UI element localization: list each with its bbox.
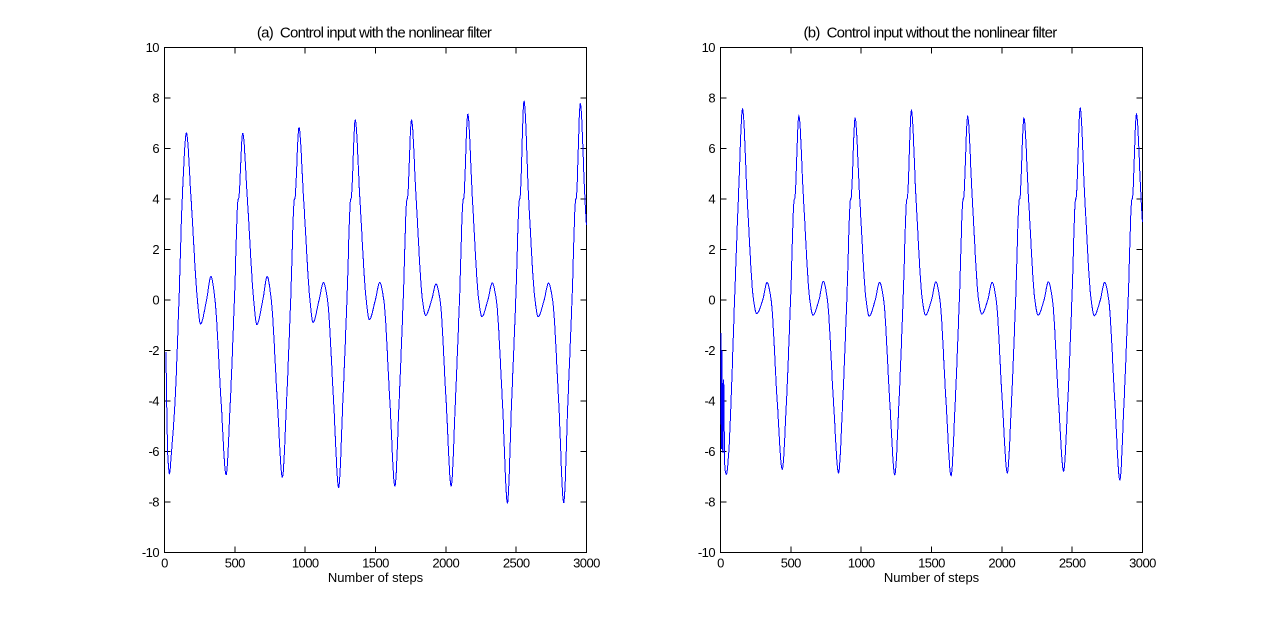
svg-text:500: 500 — [225, 556, 245, 571]
svg-text:2500: 2500 — [503, 556, 530, 571]
svg-text:-8: -8 — [705, 494, 716, 509]
svg-text:8: 8 — [152, 90, 159, 105]
svg-text:0: 0 — [717, 556, 724, 571]
svg-text:2500: 2500 — [1059, 556, 1086, 571]
svg-text:2: 2 — [708, 242, 715, 257]
svg-text:-4: -4 — [705, 393, 716, 408]
svg-text:(a) Control input with the no: (a) Control input with the nonlinear fil… — [257, 24, 492, 41]
svg-text:500: 500 — [781, 556, 801, 571]
svg-text:2000: 2000 — [988, 556, 1015, 571]
svg-text:10: 10 — [146, 40, 160, 55]
svg-text:8: 8 — [708, 90, 715, 105]
svg-text:2: 2 — [152, 242, 159, 257]
svg-text:-10: -10 — [142, 545, 159, 560]
svg-text:0: 0 — [152, 292, 159, 307]
svg-text:1500: 1500 — [918, 556, 945, 571]
svg-text:0: 0 — [161, 556, 168, 571]
svg-text:3000: 3000 — [1129, 556, 1156, 571]
svg-text:10: 10 — [702, 40, 716, 55]
svg-text:-2: -2 — [705, 343, 716, 358]
svg-text:4: 4 — [708, 191, 715, 206]
svg-text:Number of steps: Number of steps — [328, 570, 424, 585]
svg-text:6: 6 — [708, 141, 715, 156]
svg-text:1500: 1500 — [362, 556, 389, 571]
svg-text:3000: 3000 — [573, 556, 600, 571]
svg-text:2000: 2000 — [432, 556, 459, 571]
svg-text:-4: -4 — [149, 393, 160, 408]
svg-text:1000: 1000 — [292, 556, 319, 571]
svg-text:0: 0 — [708, 292, 715, 307]
svg-text:-6: -6 — [149, 444, 160, 459]
svg-text:-8: -8 — [149, 494, 160, 509]
svg-text:6: 6 — [152, 141, 159, 156]
svg-text:Number of steps: Number of steps — [884, 570, 980, 585]
svg-text:-10: -10 — [698, 545, 715, 560]
svg-text:(b) Control input without the: (b) Control input without the nonlinear … — [804, 24, 1058, 41]
svg-text:-6: -6 — [705, 444, 716, 459]
svg-text:4: 4 — [152, 191, 159, 206]
svg-text:1000: 1000 — [848, 556, 875, 571]
svg-text:-2: -2 — [149, 343, 160, 358]
